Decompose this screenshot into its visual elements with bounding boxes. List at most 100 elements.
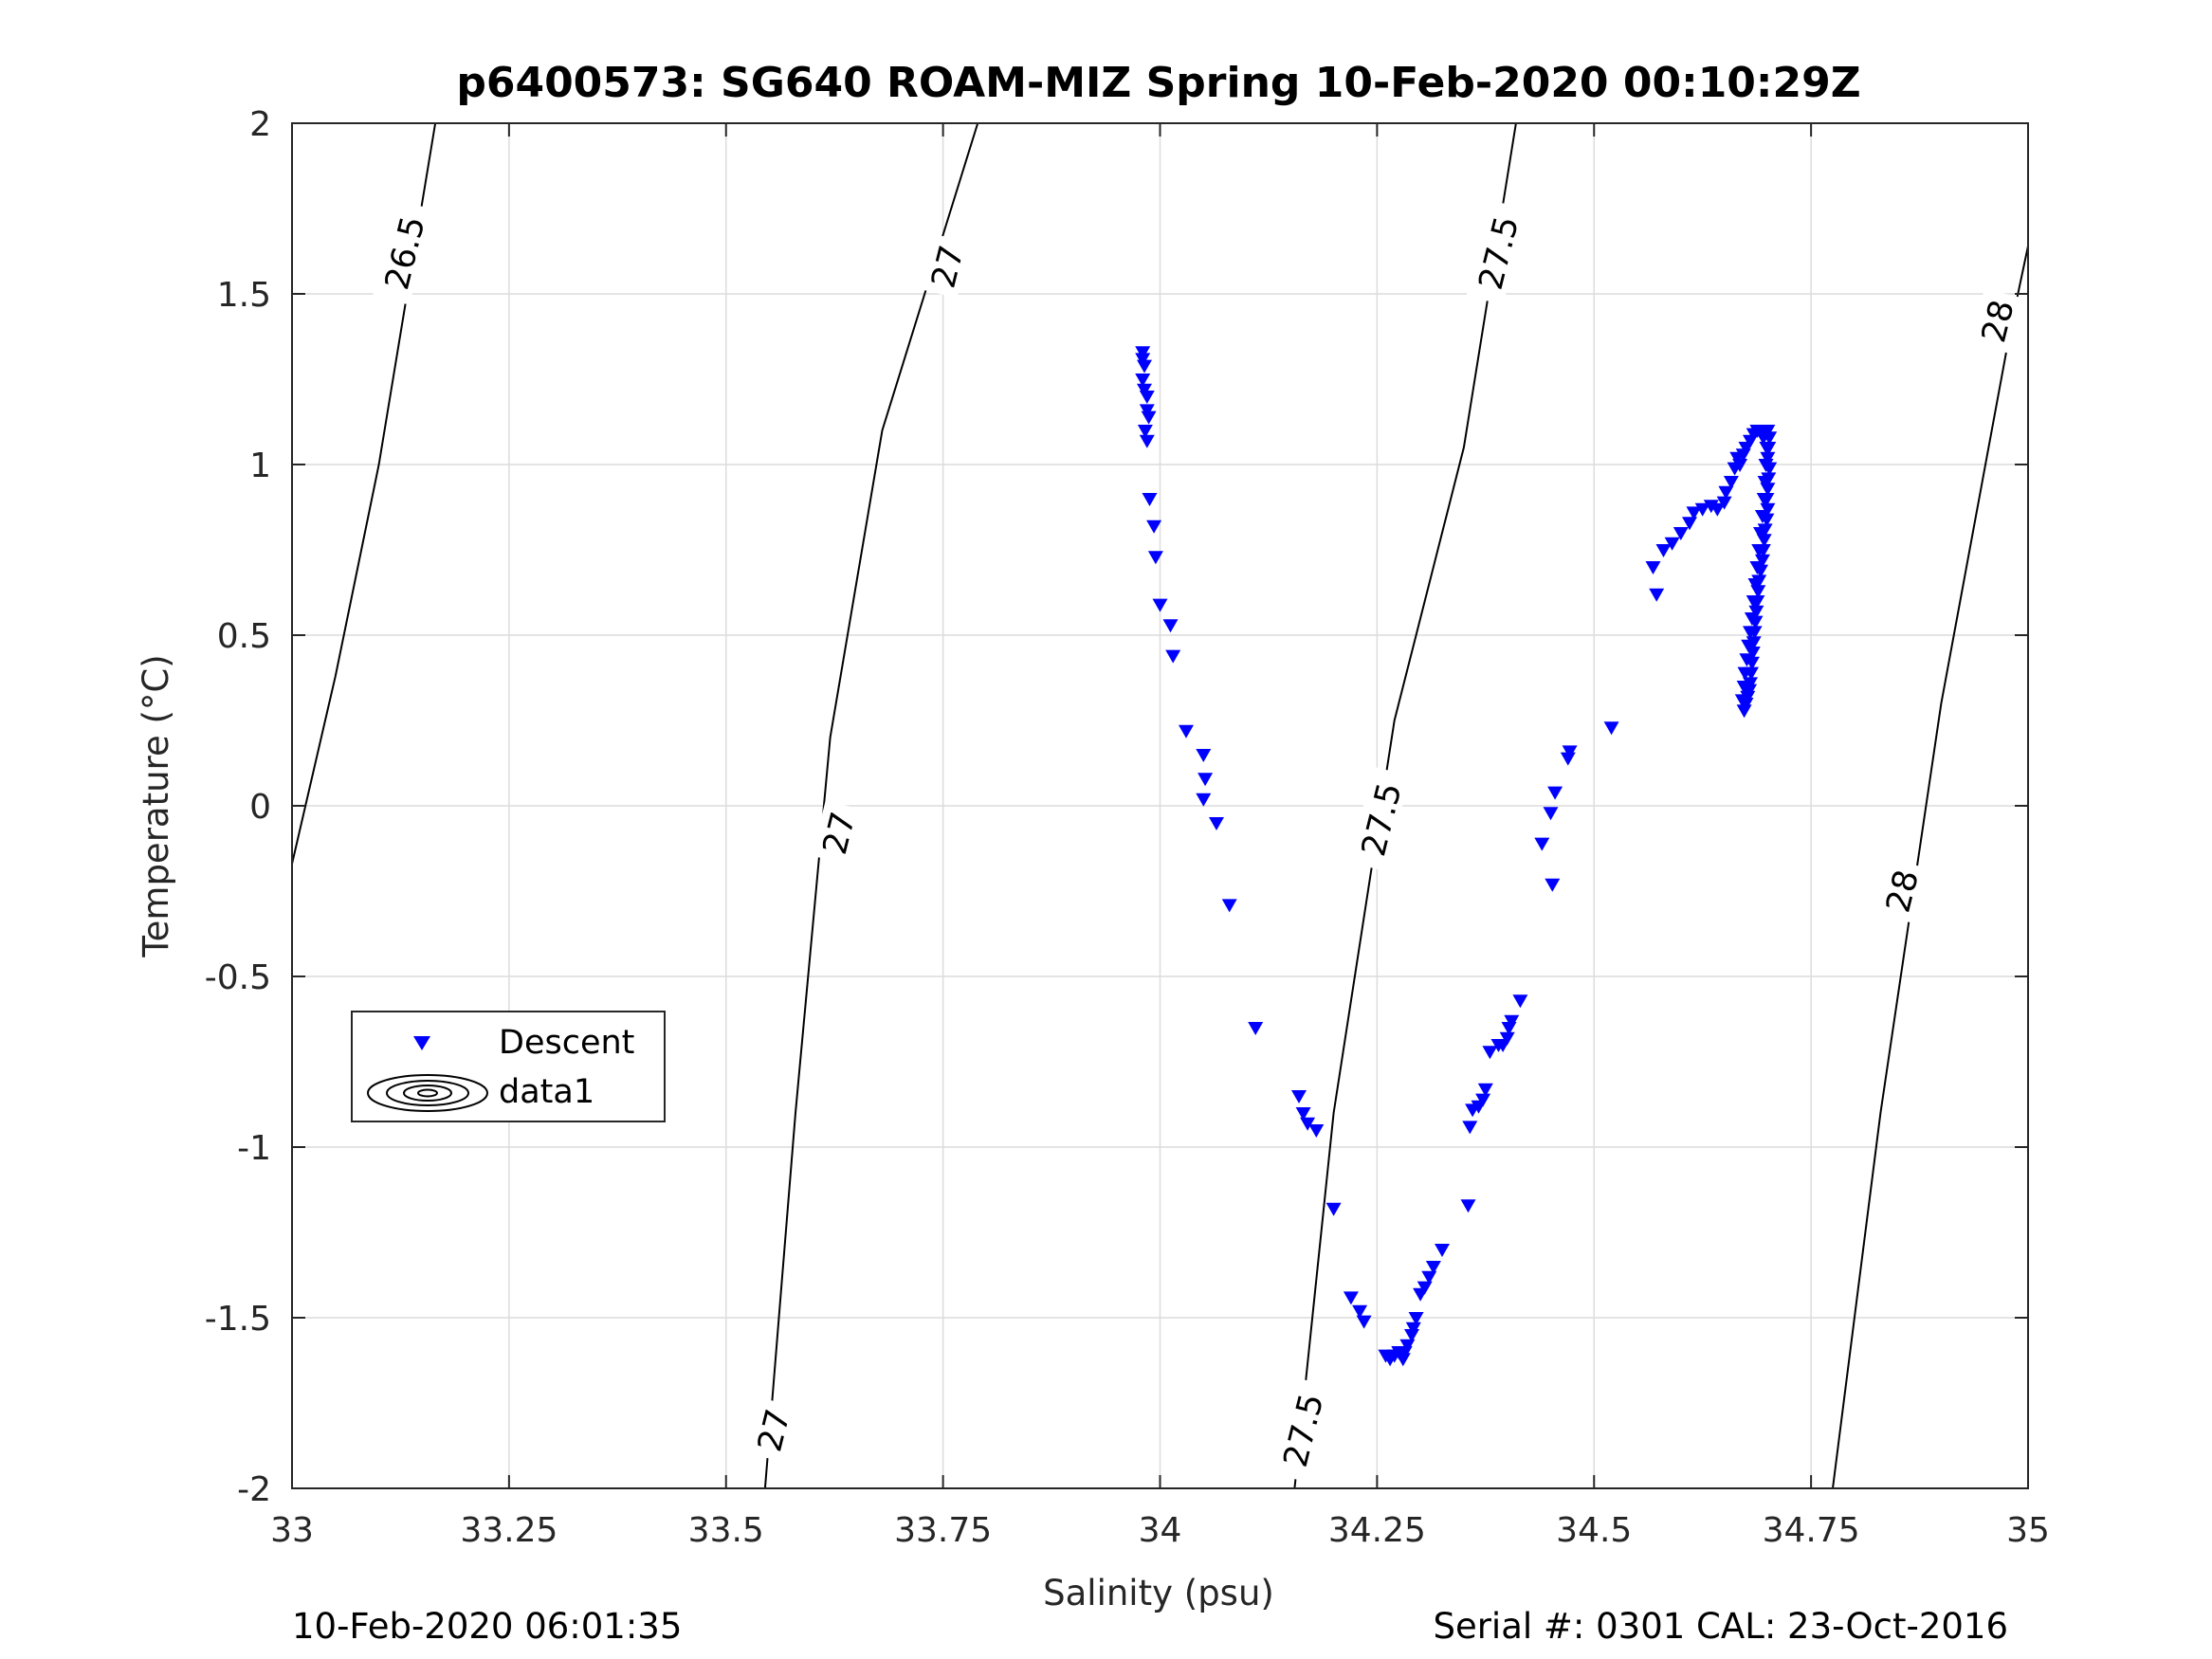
descent-point <box>1135 353 1151 367</box>
descent-point <box>1649 588 1665 602</box>
descent-point <box>1499 1031 1515 1046</box>
descent-point <box>1343 1291 1359 1305</box>
descent-point <box>1562 745 1578 759</box>
descent-point <box>1758 459 1774 472</box>
descent-point <box>1295 1107 1311 1121</box>
descent-point <box>1739 653 1755 667</box>
contour-label-background <box>812 800 863 866</box>
descent-point <box>1744 612 1760 626</box>
x-tick-label: 33.75 <box>894 1511 992 1550</box>
descent-point <box>1417 1281 1433 1295</box>
descent-point <box>1723 476 1739 489</box>
descent-point <box>1760 502 1776 517</box>
descent-point <box>1682 517 1697 531</box>
descent-point <box>1142 493 1158 506</box>
chart-title: p6400573: SG640 ROAM-MIZ Spring 10-Feb-2… <box>456 59 1860 107</box>
descent-point <box>1760 451 1776 465</box>
descent-point <box>1196 793 1212 807</box>
y-tick-label: 1.5 <box>217 276 271 315</box>
descent-point <box>1399 1339 1416 1353</box>
descent-point <box>1603 721 1619 736</box>
legend-entry-descent: Descent <box>499 1024 634 1062</box>
descent-point <box>1746 595 1762 609</box>
descent-point <box>1291 1090 1307 1103</box>
density-contour-27.5 <box>1293 122 1517 1489</box>
descent-point <box>1543 807 1559 821</box>
descent-point <box>1645 561 1661 574</box>
y-tick-label: 1 <box>249 447 271 485</box>
descent-point <box>1753 527 1768 540</box>
contour-label-background <box>1271 1377 1332 1483</box>
descent-point <box>1743 626 1758 640</box>
descent-point <box>1325 1202 1342 1216</box>
legend-entry-data1: data1 <box>499 1073 594 1111</box>
descent-point <box>1421 1270 1437 1285</box>
x-tick-label: 34 <box>1139 1511 1182 1550</box>
x-tick-label: 34.5 <box>1556 1511 1632 1550</box>
descent-point <box>1435 1244 1450 1257</box>
descent-point <box>1405 1322 1421 1336</box>
descent-point <box>1504 1014 1520 1029</box>
descent-point <box>1197 773 1214 787</box>
descent-point <box>1139 391 1155 404</box>
x-tick-label: 35 <box>2006 1511 2050 1550</box>
descent-point <box>1732 459 1748 472</box>
descent-point <box>1716 496 1732 510</box>
y-tick-label: -0.5 <box>205 958 271 997</box>
descent-point <box>1512 994 1528 1009</box>
x-tick-label: 33.5 <box>688 1511 764 1550</box>
x-tick-label: 34.25 <box>1328 1511 1426 1550</box>
descent-point <box>1694 502 1710 517</box>
descent-point <box>1747 578 1764 592</box>
descent-point <box>1300 1117 1316 1131</box>
density-contour-27 <box>763 122 979 1489</box>
descent-point <box>1135 346 1151 360</box>
descent-point <box>1755 431 1771 446</box>
descent-point <box>1545 878 1561 892</box>
x-tick-label: 33 <box>270 1511 314 1550</box>
descent-series <box>1135 346 1778 1367</box>
descent-point <box>1743 677 1758 691</box>
descent-point <box>1757 476 1773 489</box>
descent-point <box>1135 374 1151 387</box>
descent-point <box>1734 694 1750 708</box>
descent-point <box>1749 561 1765 574</box>
descent-point <box>1560 752 1576 766</box>
descent-point <box>1308 1124 1325 1138</box>
descent-point <box>1209 817 1224 830</box>
contour-label-background <box>746 1397 797 1463</box>
y-tick-label: -1 <box>237 1129 271 1168</box>
descent-point <box>1139 404 1155 418</box>
contour-label-background <box>1970 288 2021 354</box>
legend-descent-marker <box>413 1036 430 1050</box>
descent-point <box>1137 425 1153 438</box>
footer-timestamp: 10-Feb-2020 06:01:35 <box>292 1606 682 1647</box>
descent-point <box>1425 1261 1441 1274</box>
descent-point <box>1534 837 1550 851</box>
contour-label-background <box>1466 200 1527 305</box>
contour-label-background <box>373 200 434 305</box>
descent-point <box>1736 704 1752 719</box>
y-tick-label: 2 <box>249 105 271 144</box>
descent-point <box>1404 1329 1419 1342</box>
descent-point <box>1137 383 1152 397</box>
legend-contour-marker <box>367 1074 488 1112</box>
descent-point <box>1756 493 1772 506</box>
descent-point <box>1547 786 1563 800</box>
descent-point <box>1709 502 1726 517</box>
descent-point <box>1673 527 1689 540</box>
descent-point <box>1137 359 1152 374</box>
descent-point <box>1141 410 1157 425</box>
contour-label-background <box>920 233 971 299</box>
grid-lines <box>292 123 2028 1488</box>
y-tick-label: -2 <box>237 1470 271 1509</box>
y-axis-ticks: -2 -1.5 -1 -0.5 0 0.5 1 1.5 2 <box>205 105 2028 1509</box>
descent-point <box>1737 666 1753 681</box>
descent-point <box>1482 1046 1498 1060</box>
descent-point <box>1460 1199 1476 1213</box>
contour-label-group: 27 <box>746 1397 798 1463</box>
descent-point <box>1147 551 1163 565</box>
